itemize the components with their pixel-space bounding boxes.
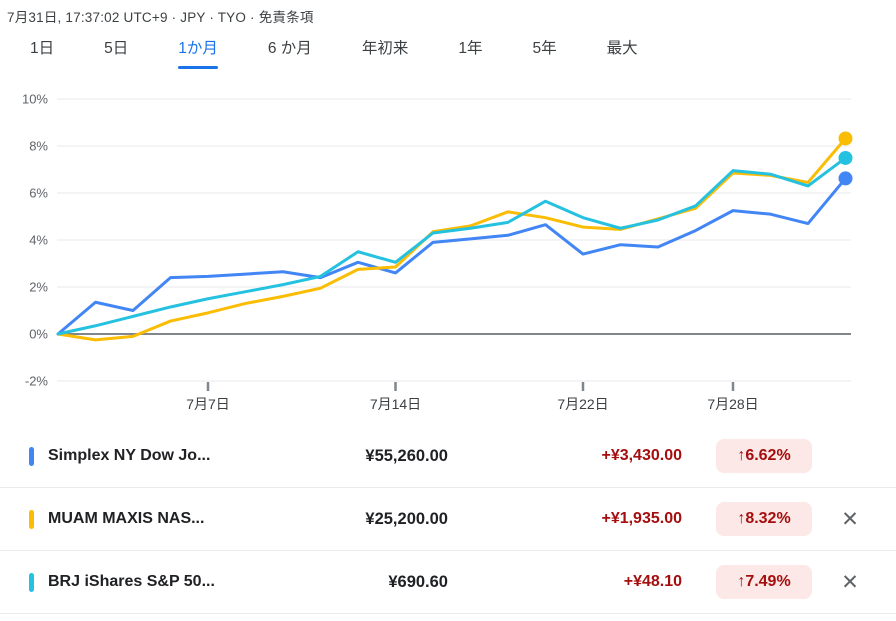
remove-series-button[interactable]: ✕ bbox=[841, 570, 859, 594]
price-change: +¥3,430.00 bbox=[601, 447, 682, 464]
quote-row[interactable]: Simplex NY Dow Jo... ¥55,260.00 +¥3,430.00… bbox=[0, 425, 896, 488]
price-value: ¥690.60 bbox=[388, 572, 448, 591]
security-name: BRJ iShares S&P 50... bbox=[48, 573, 215, 590]
quote-list: Simplex NY Dow Jo... ¥55,260.00 +¥3,430.00… bbox=[0, 425, 896, 614]
timestamp-text: 7月31日, 17:37:02 UTC+9 · JPY · TYO · bbox=[7, 10, 255, 25]
percent-change-badge: ↑6.62% bbox=[716, 439, 812, 473]
security-name: Simplex NY Dow Jo... bbox=[48, 447, 211, 464]
y-axis-label: -2% bbox=[25, 374, 49, 389]
y-axis-label: 10% bbox=[22, 92, 48, 107]
series-color-marker bbox=[29, 446, 34, 466]
series-line-brj-ishares-sp500 bbox=[56, 156, 847, 336]
series-color-marker bbox=[29, 572, 34, 592]
range-tab-ytd[interactable]: 年初来 bbox=[361, 40, 409, 57]
range-tab-5y[interactable]: 5年 bbox=[532, 40, 557, 57]
series-line-muam-maxis-nasdaq bbox=[56, 136, 847, 342]
price-value: ¥55,260.00 bbox=[365, 446, 448, 465]
x-axis-label: 7月22日 bbox=[557, 396, 608, 412]
range-tab-1m[interactable]: 1か月 bbox=[178, 36, 218, 71]
percent-change-badge: ↑8.32% bbox=[716, 502, 812, 536]
series-endpoint-dot-simplex-ny-dow bbox=[838, 171, 853, 186]
range-tab-max[interactable]: 最大 bbox=[606, 40, 638, 57]
disclaimer-link[interactable]: 免責条項 bbox=[258, 10, 314, 25]
security-name: MUAM MAXIS NAS... bbox=[48, 510, 205, 527]
range-tab-1d[interactable]: 1日 bbox=[30, 40, 55, 57]
x-axis-label: 7月7日 bbox=[186, 396, 230, 412]
price-change: +¥1,935.00 bbox=[601, 510, 682, 527]
quote-row[interactable]: MUAM MAXIS NAS... ¥25,200.00 +¥1,935.00 ↑8.… bbox=[0, 488, 896, 551]
y-axis-label: 4% bbox=[29, 233, 48, 248]
series-endpoint-dot-muam-maxis-nasdaq bbox=[838, 131, 853, 146]
y-axis-label: 8% bbox=[29, 139, 48, 154]
series-color-marker bbox=[29, 509, 34, 529]
remove-series-button[interactable]: ✕ bbox=[841, 507, 859, 531]
series-line-simplex-ny-dow bbox=[56, 176, 847, 336]
range-tabs: 1日 5日 1か月 6 か月 年初来 1年 5年 最大 bbox=[30, 36, 638, 71]
range-tab-5d[interactable]: 5日 bbox=[104, 40, 129, 57]
percent-change-badge: ↑7.49% bbox=[716, 565, 812, 599]
series-endpoint-dot-brj-ishares-sp500 bbox=[838, 150, 853, 165]
x-axis-label: 7月14日 bbox=[370, 396, 421, 412]
price-value: ¥25,200.00 bbox=[365, 509, 448, 528]
chart-meta-line: 7月31日, 17:37:02 UTC+9 · JPY · TYO · 免責条項 bbox=[7, 6, 314, 26]
y-axis-label: 2% bbox=[29, 280, 48, 295]
x-axis-label: 7月28日 bbox=[707, 396, 758, 412]
y-axis-label: 6% bbox=[29, 186, 48, 201]
price-change: +¥48.10 bbox=[623, 573, 682, 590]
y-axis-label: 0% bbox=[29, 327, 48, 342]
price-comparison-chart[interactable]: 10% 8% 6% 4% 2% 0% -2% 7月7日 7月14日 7月22日 7月28日 bbox=[0, 85, 896, 420]
range-tab-6m[interactable]: 6 か月 bbox=[267, 40, 312, 57]
quote-row[interactable]: BRJ iShares S&P 50... ¥690.60 +¥48.10 ↑7.49… bbox=[0, 551, 896, 614]
range-tab-1y[interactable]: 1年 bbox=[458, 40, 483, 57]
